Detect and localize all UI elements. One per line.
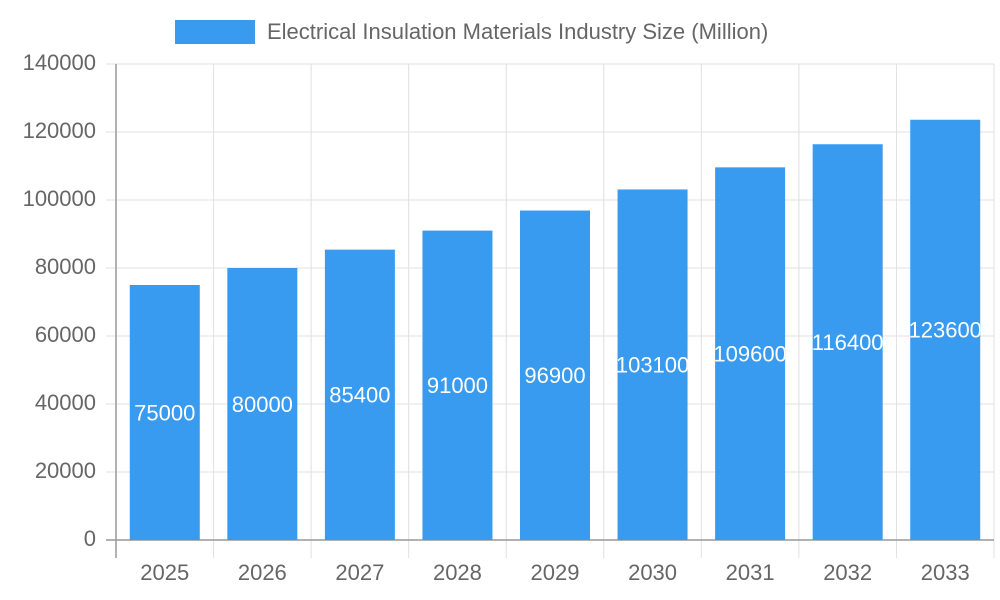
bar (324, 249, 395, 540)
x-tick-label: 2032 (823, 560, 872, 585)
data-label: 109600 (713, 341, 786, 366)
bar (812, 144, 883, 541)
x-tick-label: 2025 (140, 560, 189, 585)
x-tick-label: 2026 (238, 560, 287, 585)
data-label: 80000 (232, 392, 293, 417)
data-label: 75000 (134, 400, 195, 425)
bar (715, 167, 786, 541)
x-tick-label: 2028 (433, 560, 482, 585)
bar (520, 210, 590, 541)
y-tick-label: 20000 (35, 458, 96, 483)
bar (422, 230, 493, 540)
y-tick-label: 140000 (23, 50, 96, 75)
y-tick-label: 0 (84, 526, 96, 551)
x-tick-label: 2033 (921, 560, 970, 585)
y-tick-label: 120000 (23, 118, 96, 143)
data-label: 96900 (524, 363, 585, 388)
legend-label: Electrical Insulation Materials Industry… (267, 19, 768, 44)
bar (617, 189, 688, 540)
y-tick-label: 100000 (23, 186, 96, 211)
bar (227, 268, 298, 540)
x-tick-label: 2029 (531, 560, 580, 585)
x-tick-label: 2031 (726, 560, 775, 585)
y-tick-label: 60000 (35, 322, 96, 347)
x-tick-label: 2030 (628, 560, 677, 585)
legend-swatch (175, 20, 255, 44)
bar (129, 285, 200, 540)
bar (910, 119, 981, 540)
x-tick-label: 2027 (335, 560, 384, 585)
data-label: 123600 (909, 318, 982, 343)
y-tick-label: 40000 (35, 390, 96, 415)
data-label: 103100 (616, 353, 689, 378)
y-tick-label: 80000 (35, 254, 96, 279)
data-label: 85400 (329, 383, 390, 408)
data-label: 91000 (427, 373, 488, 398)
data-label: 116400 (812, 330, 884, 355)
